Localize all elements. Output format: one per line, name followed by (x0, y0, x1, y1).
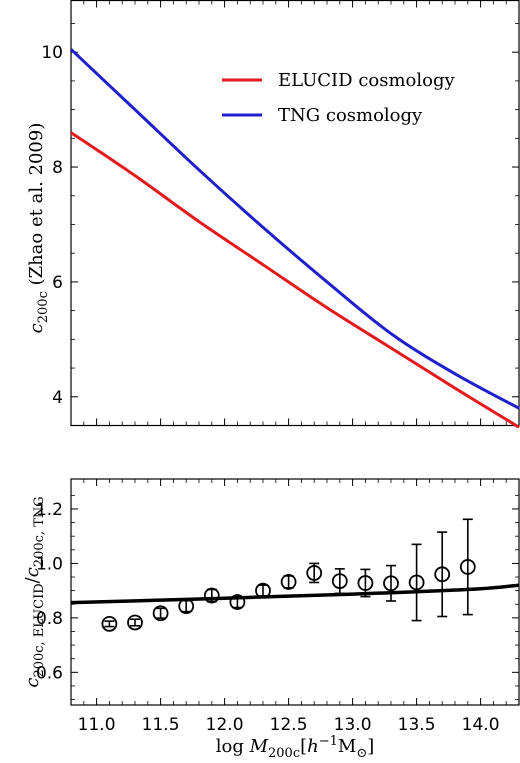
top-ytick-label: 4 (52, 388, 63, 408)
data-point (357, 575, 374, 591)
top-panel: 4 6 8 10 ELUCID cosmology TNG cosmology c20… (26, 0, 520, 429)
bottom-ticks: 11.0 11.5 12.0 12.5 13.0 13.5 14.0 0.6 0.8 1.0 1.2 (36, 479, 520, 735)
bottom-xtick-label: 13.0 (334, 715, 372, 735)
bottom-xlabel: log M200c[h−1M⊙] (216, 734, 375, 761)
bottom-line (70, 583, 520, 605)
top-ytick-label: 8 (52, 158, 63, 178)
data-point (408, 574, 425, 591)
line-elucid (70, 131, 520, 429)
legend-label-tng: TNG cosmology (278, 105, 423, 126)
data-point (280, 574, 297, 590)
line-tng (69, 48, 520, 410)
bottom-xtick-label: 12.0 (206, 715, 244, 735)
bottom-points (101, 518, 476, 632)
data-point (434, 566, 451, 583)
bottom-plot-frame (70, 478, 520, 706)
top-ytick-label: 6 (52, 273, 63, 293)
bottom-ytick-label: 1.2 (36, 500, 63, 520)
data-point (383, 575, 399, 592)
data-point (306, 565, 323, 581)
data-point (229, 594, 246, 610)
bottom-xtick-label: 11.0 (78, 715, 116, 735)
top-plot-frame (70, 0, 520, 427)
top-ylabel: c200c (Zhao et al. 2009) (26, 123, 51, 334)
bottom-xtick-label: 13.5 (398, 715, 436, 735)
legend-label-elucid: ELUCID cosmology (278, 70, 455, 91)
top-ticks: 4 6 8 10 (41, 0, 520, 426)
bottom-xtick-label: 12.5 (270, 715, 308, 735)
data-point (101, 615, 118, 632)
bottom-ytick-label: 0.8 (36, 609, 63, 629)
bottom-xtick-label: 11.5 (142, 715, 180, 735)
bottom-xtick-label: 14.0 (462, 715, 500, 735)
legend: ELUCID cosmology TNG cosmology (222, 70, 455, 126)
data-point (459, 559, 476, 575)
data-point (203, 587, 220, 604)
top-lines (69, 48, 520, 429)
data-point (331, 573, 348, 590)
bottom-ytick-label: 1.0 (36, 554, 63, 574)
bottom-ylabel: c200c, ELUCID/c200c, TNG (22, 496, 47, 687)
data-point (178, 598, 195, 615)
bottom-ytick-label: 0.6 (36, 663, 63, 683)
data-point (255, 582, 271, 599)
data-point (127, 614, 143, 631)
data-point (152, 605, 169, 622)
top-ytick-label: 10 (41, 43, 63, 63)
bottom-panel: 11.0 11.5 12.0 12.5 13.0 13.5 14.0 0.6 0.8 1.0 1.2… (22, 478, 520, 761)
ratio-line (70, 583, 520, 605)
